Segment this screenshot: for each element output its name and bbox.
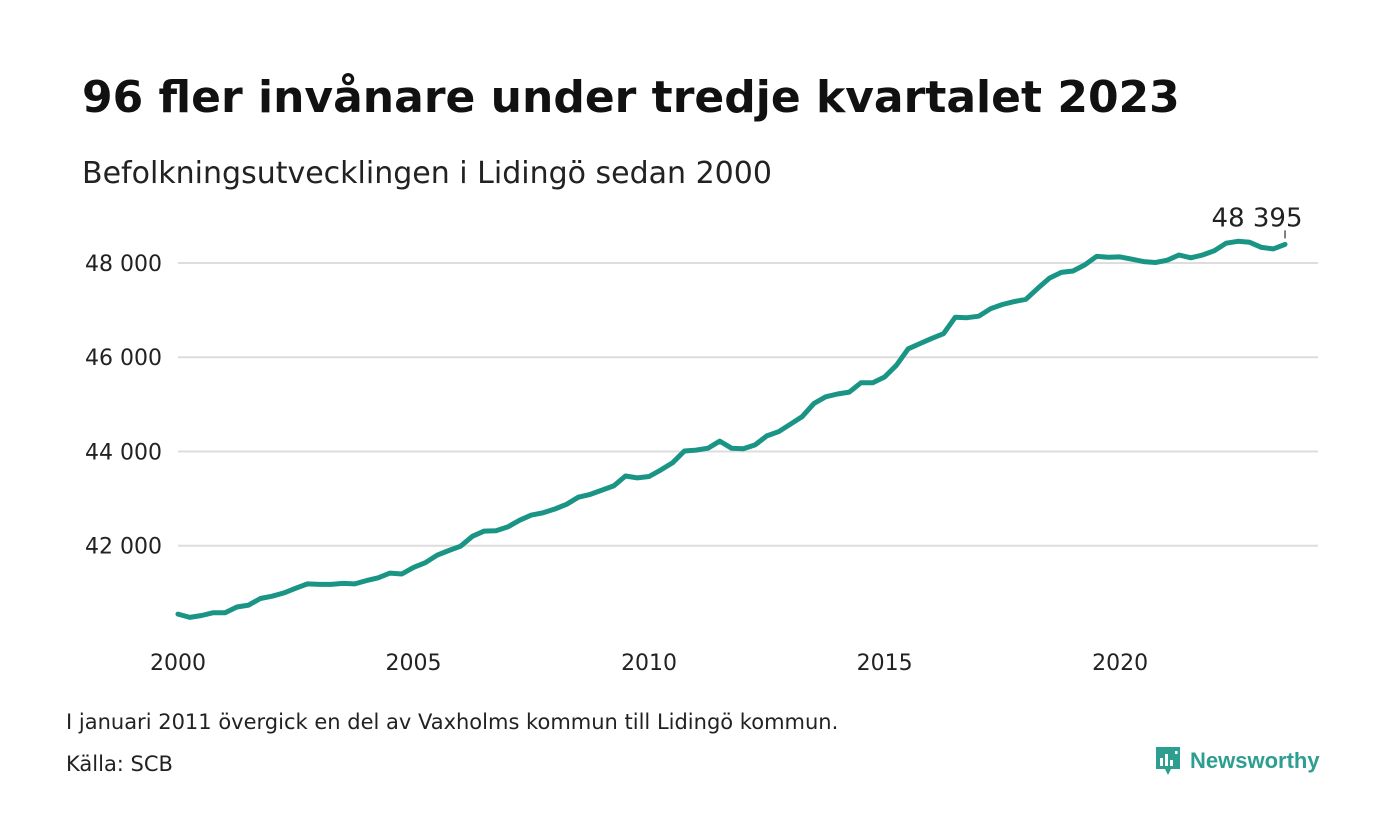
x-axis: 2000 2005 2010 2015 2020	[150, 651, 1148, 676]
series-line-population	[175, 238, 1288, 620]
source-label: Källa: SCB	[66, 752, 173, 776]
x-tick-label: 2010	[621, 651, 677, 676]
x-tick-label: 2005	[386, 651, 442, 676]
y-tick-label: 48 000	[85, 252, 162, 277]
newsworthy-logo-icon	[1156, 747, 1180, 775]
annotation-label: 48 395	[1212, 203, 1303, 233]
footnote: I januari 2011 övergick en del av Vaxhol…	[66, 710, 839, 734]
y-axis: 42 000 44 000 46 000 48 000	[85, 252, 162, 560]
y-tick-label: 46 000	[85, 346, 162, 371]
brand-name: Newsworthy	[1190, 748, 1320, 773]
chart-subtitle: Befolkningsutvecklingen i Lidingö sedan …	[82, 156, 772, 191]
y-tick-label: 44 000	[85, 440, 162, 465]
x-tick-label: 2020	[1092, 651, 1148, 676]
x-tick-label: 2015	[857, 651, 913, 676]
x-tick-label: 2000	[150, 651, 206, 676]
chart-title: 96 fler invånare under tredje kvartalet …	[82, 72, 1180, 123]
gridlines	[178, 261, 1318, 547]
brand-logo: Newsworthy	[1154, 745, 1320, 777]
y-tick-label: 42 000	[85, 535, 162, 560]
